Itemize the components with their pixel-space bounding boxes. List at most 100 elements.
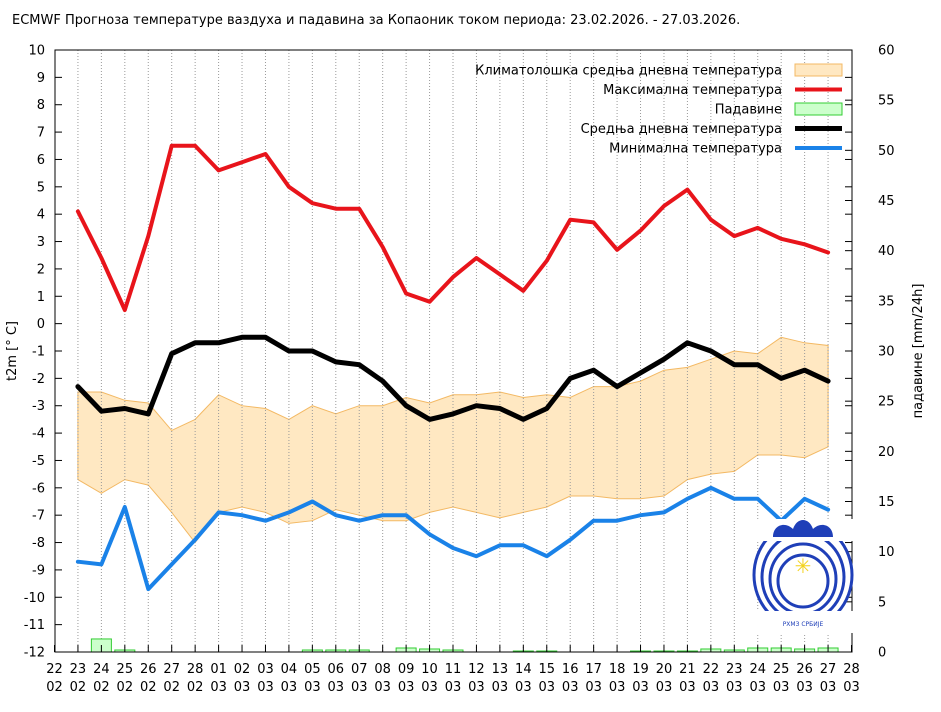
- legend-swatch-precip: [794, 102, 843, 116]
- legend-label-min: Минимална температура: [609, 142, 782, 157]
- y-tick-label: -2: [32, 372, 45, 387]
- x-tick-day: 28: [843, 662, 860, 677]
- y-tick-label: 0: [37, 317, 45, 332]
- x-tick-day: 13: [492, 662, 509, 677]
- x-tick-day: 07: [351, 662, 368, 677]
- y-tick-label: -8: [32, 536, 45, 551]
- x-tick-day: 25: [117, 662, 134, 677]
- x-tick-day: 20: [656, 662, 673, 677]
- svg-text:✳: ✳: [795, 554, 812, 578]
- y2-tick-label: 25: [878, 395, 895, 410]
- x-tick-day: 08: [374, 662, 391, 677]
- legend-label-mean: Средња дневна температура: [581, 122, 782, 137]
- y2-axis-label: падавине [mm/24h]: [911, 284, 926, 419]
- x-tick-day: 15: [538, 662, 555, 677]
- x-tick-day: 24: [93, 662, 110, 677]
- y2-tick-label: 50: [878, 144, 895, 159]
- y-tick-label: 2: [37, 262, 45, 277]
- x-tick-month: 03: [538, 680, 555, 695]
- y-tick-label: -9: [32, 563, 45, 578]
- x-tick-month: 03: [703, 680, 720, 695]
- x-tick-month: 03: [328, 680, 345, 695]
- y2-tick-label: 35: [878, 294, 895, 309]
- rhmz-logo: ✳ РХМЗ СРБИЈЕ: [751, 519, 855, 633]
- x-tick-month: 03: [374, 680, 391, 695]
- y-tick-label: -6: [32, 481, 45, 496]
- x-tick-month: 03: [445, 680, 462, 695]
- x-tick-day: 11: [445, 662, 462, 677]
- x-tick-day: 27: [820, 662, 837, 677]
- max-temperature-line: [75, 143, 831, 312]
- x-tick-month: 02: [140, 680, 157, 695]
- x-tick-month: 02: [46, 680, 63, 695]
- x-tick-day: 17: [585, 662, 602, 677]
- y-tick-label: -12: [24, 646, 45, 661]
- y2-tick-label: 40: [878, 244, 895, 259]
- x-tick-day: 06: [328, 662, 345, 677]
- x-tick-month: 03: [281, 680, 298, 695]
- x-tick-day: 19: [632, 662, 649, 677]
- legend-swatch-clim: [794, 63, 843, 77]
- x-tick-month: 03: [609, 680, 626, 695]
- x-tick-day: 24: [749, 662, 766, 677]
- x-tick-month: 03: [421, 680, 438, 695]
- y-tick-label: -10: [24, 591, 45, 606]
- y-tick-label: -7: [32, 509, 45, 524]
- x-tick-month: 02: [163, 680, 180, 695]
- x-tick-day: 04: [281, 662, 298, 677]
- x-tick-day: 22: [703, 662, 720, 677]
- y2-tick-label: 10: [878, 545, 895, 560]
- x-tick-month: 03: [468, 680, 485, 695]
- x-tick-month: 02: [187, 680, 204, 695]
- y-tick-label: -5: [32, 454, 45, 469]
- x-tick-day: 21: [679, 662, 696, 677]
- temperature-lines: [75, 143, 831, 592]
- x-tick-month: 03: [515, 680, 532, 695]
- y-tick-label: 7: [37, 126, 45, 141]
- x-tick-day: 23: [70, 662, 87, 677]
- x-tick-month: 03: [843, 680, 860, 695]
- x-tick-month: 03: [492, 680, 509, 695]
- y-tick-label: 3: [37, 235, 45, 250]
- x-tick-month: 03: [585, 680, 602, 695]
- y-tick-label: -4: [32, 427, 45, 442]
- x-tick-day: 02: [234, 662, 251, 677]
- x-tick-day: 12: [468, 662, 485, 677]
- x-tick-month: 03: [304, 680, 321, 695]
- chart-title: ECMWF Прогноза температуре ваздуха и пад…: [12, 13, 740, 28]
- y-tick-label: 9: [37, 71, 45, 86]
- svg-text:РХМЗ СРБИЈЕ: РХМЗ СРБИЈЕ: [783, 621, 824, 628]
- mean-temperature-line: [75, 334, 831, 422]
- x-tick-month: 03: [210, 680, 227, 695]
- y2-tick-label: 60: [878, 44, 895, 59]
- min-temperature-line: [75, 485, 831, 592]
- x-tick-month: 02: [70, 680, 87, 695]
- legend-label-max: Максимална температура: [603, 83, 782, 98]
- x-tick-month: 02: [93, 680, 110, 695]
- y-tick-label: 1: [37, 290, 45, 305]
- x-tick-day: 03: [257, 662, 274, 677]
- x-tick-day: 22: [46, 662, 63, 677]
- x-tick-month: 03: [257, 680, 274, 695]
- x-tick-month: 03: [749, 680, 766, 695]
- precipitation-bars: [90, 638, 839, 653]
- x-tick-day: 14: [515, 662, 532, 677]
- y2-tick-label: 55: [878, 94, 895, 109]
- x-tick-month: 03: [726, 680, 743, 695]
- x-tick-day: 16: [562, 662, 579, 677]
- x-tick-day: 26: [796, 662, 813, 677]
- x-tick-day: 18: [609, 662, 626, 677]
- x-tick-month: 03: [351, 680, 368, 695]
- y2-tick-label: 30: [878, 345, 895, 360]
- y-tick-label: -3: [32, 399, 45, 414]
- x-tick-month: 03: [632, 680, 649, 695]
- y-tick-label: -1: [32, 345, 45, 360]
- x-tick-day: 09: [398, 662, 415, 677]
- y-tick-label: 6: [37, 153, 45, 168]
- x-tick-month: 03: [562, 680, 579, 695]
- x-tick-day: 26: [140, 662, 157, 677]
- y-axis-label: t2m [° C]: [5, 321, 20, 381]
- x-tick-month: 03: [796, 680, 813, 695]
- y-tick-label: -11: [24, 618, 45, 633]
